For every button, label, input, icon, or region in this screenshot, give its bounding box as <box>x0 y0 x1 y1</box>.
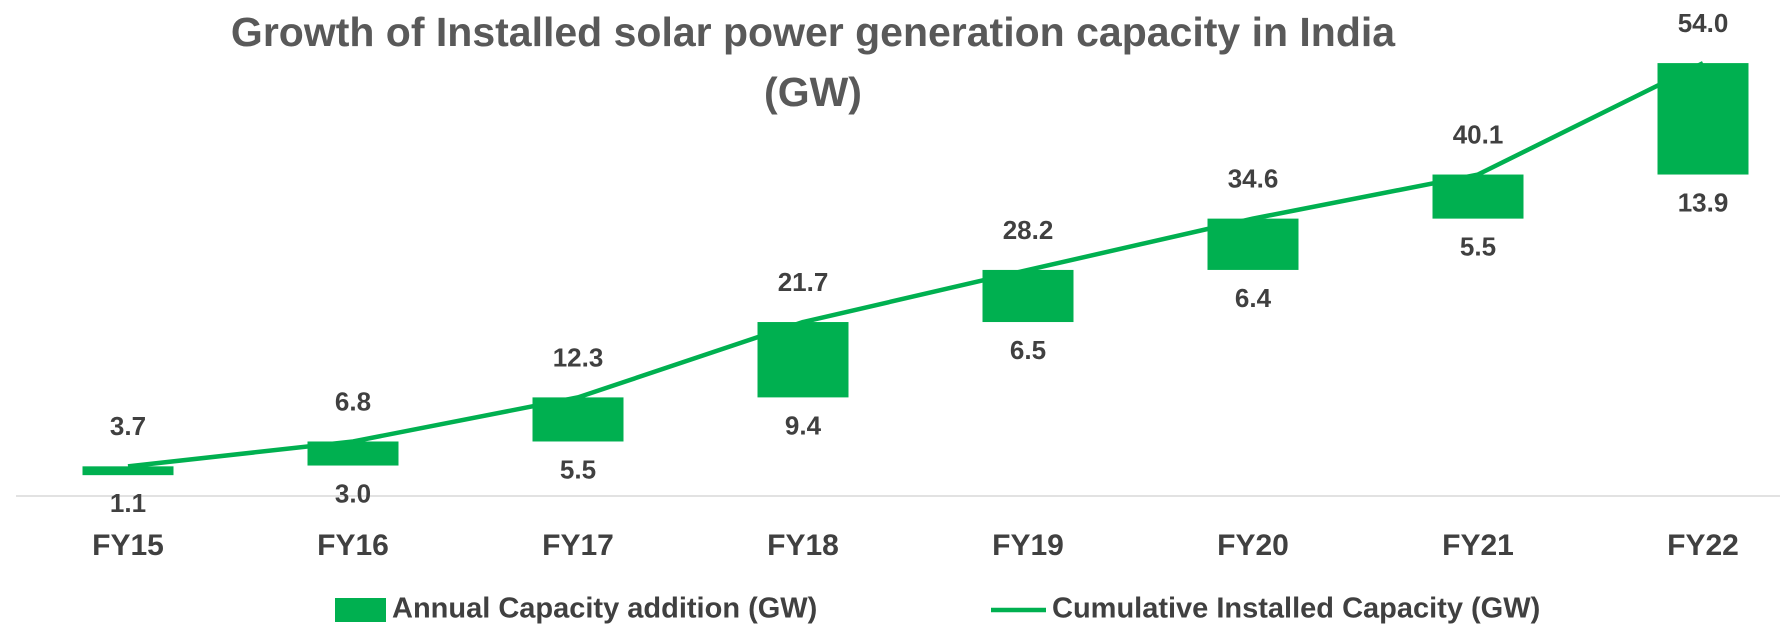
x-tick-label: FY19 <box>992 529 1064 562</box>
line-value-label: 12.3 <box>553 342 604 372</box>
legend-label: Annual Capacity addition (GW) <box>392 593 817 625</box>
bar-value-label: 1.1 <box>110 488 146 518</box>
x-tick-label: FY15 <box>92 529 164 562</box>
line-value-label: 6.8 <box>335 386 371 416</box>
bar <box>82 466 174 476</box>
line-value-label: 54.0 <box>1678 8 1729 38</box>
x-tick-label: FY22 <box>1667 529 1739 562</box>
line-value-label: 21.7 <box>778 267 829 297</box>
legend-label: Cumulative Installed Capacity (GW) <box>1052 593 1540 625</box>
bar <box>1657 63 1749 175</box>
x-tick-label: FY16 <box>317 529 389 562</box>
bar <box>757 322 849 398</box>
bar-value-label: 3.0 <box>335 478 371 508</box>
chart-title: Growth of Installed solar power generati… <box>230 9 1396 115</box>
bar-value-label: 5.5 <box>560 454 596 484</box>
line-value-label: 34.6 <box>1228 163 1279 193</box>
bar-value-label: 5.5 <box>1460 231 1496 261</box>
legend-swatch <box>335 598 386 622</box>
x-tick-label: FY17 <box>542 529 614 562</box>
line-value-label: 40.1 <box>1453 119 1504 149</box>
bar-value-label: 6.4 <box>1235 283 1272 313</box>
line-value-label: 28.2 <box>1003 215 1054 245</box>
x-tick-label: FY18 <box>767 529 839 562</box>
bar-value-label: 13.9 <box>1678 187 1729 217</box>
line-value-label: 3.7 <box>110 411 146 441</box>
x-tick-label: FY20 <box>1217 529 1289 562</box>
line <box>127 61 1704 469</box>
bar-value-label: 6.5 <box>1010 335 1046 365</box>
x-tick-label: FY21 <box>1442 529 1514 562</box>
bar-value-label: 9.4 <box>785 410 822 440</box>
